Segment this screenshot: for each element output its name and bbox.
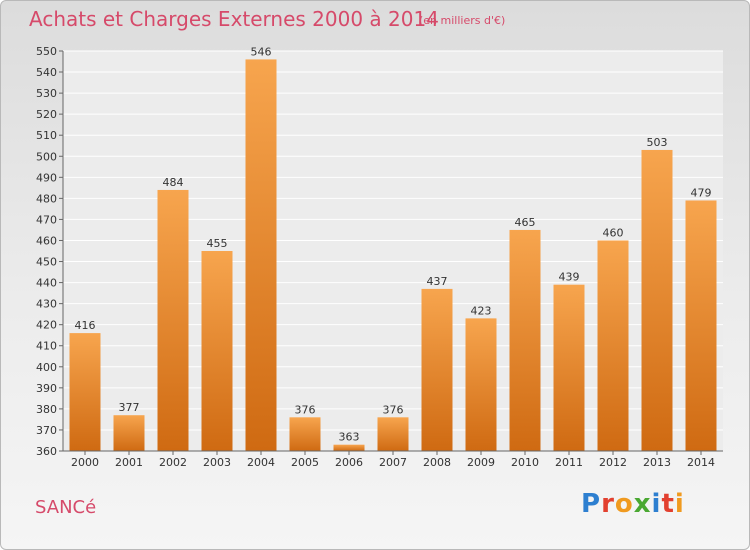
x-tick-label: 2014 (687, 456, 715, 469)
y-tick-label: 450 (36, 256, 57, 269)
data-label: 503 (647, 136, 668, 149)
x-tick-label: 2001 (115, 456, 143, 469)
bar (421, 288, 453, 451)
bar (333, 444, 365, 451)
x-tick-label: 2007 (379, 456, 407, 469)
bar (465, 318, 497, 451)
brand-letter: t (661, 489, 675, 519)
bar (509, 229, 541, 451)
y-tick-label: 480 (36, 192, 57, 205)
bar (69, 333, 101, 451)
y-tick-label: 400 (36, 361, 57, 374)
data-label: 460 (603, 226, 624, 239)
brand-logo: Proxiti (581, 489, 685, 519)
bar (201, 251, 233, 451)
x-tick-label: 2012 (599, 456, 627, 469)
data-label: 439 (559, 271, 580, 284)
y-tick-label: 390 (36, 382, 57, 395)
bar (245, 59, 277, 451)
data-label: 484 (163, 176, 184, 189)
bar (113, 415, 145, 451)
brand-letter: o (614, 489, 634, 519)
x-tick-label: 2006 (335, 456, 363, 469)
unit-label: (en milliers d'€) (419, 14, 506, 27)
data-label: 363 (339, 431, 360, 444)
y-tick-label: 420 (36, 319, 57, 332)
x-tick-label: 2005 (291, 456, 319, 469)
bar (157, 189, 189, 451)
x-tick-label: 2000 (71, 456, 99, 469)
y-tick-label: 510 (36, 129, 57, 142)
data-label: 376 (383, 403, 404, 416)
bar (289, 417, 321, 451)
x-tick-label: 2002 (159, 456, 187, 469)
bar (553, 284, 585, 451)
x-tick-label: 2004 (247, 456, 275, 469)
y-tick-label: 470 (36, 213, 57, 226)
data-label: 416 (75, 319, 96, 332)
brand-letter: P (581, 489, 602, 519)
y-tick-label: 550 (36, 45, 57, 58)
data-label: 465 (515, 216, 536, 229)
brand-letter: r (601, 489, 615, 519)
brand-letter: i (674, 489, 685, 519)
y-tick-label: 370 (36, 424, 57, 437)
place-name: SANCé (35, 497, 97, 518)
bar (377, 417, 409, 451)
data-label: 423 (471, 304, 492, 317)
bar (597, 240, 629, 451)
y-tick-label: 380 (36, 403, 57, 416)
data-label: 377 (119, 401, 140, 414)
data-label: 455 (207, 237, 228, 250)
y-tick-label: 460 (36, 234, 57, 247)
brand-letter: i (651, 489, 662, 519)
y-tick-label: 410 (36, 340, 57, 353)
data-label: 437 (427, 275, 448, 288)
data-label: 479 (691, 186, 712, 199)
chart-title: Achats et Charges Externes 2000 à 2014 (29, 7, 439, 31)
y-tick-label: 360 (36, 445, 57, 458)
y-tick-label: 520 (36, 108, 57, 121)
x-tick-label: 2011 (555, 456, 583, 469)
x-tick-label: 2003 (203, 456, 231, 469)
data-label: 546 (251, 45, 272, 58)
x-tick-label: 2010 (511, 456, 539, 469)
brand-letter: x (633, 489, 652, 519)
x-tick-label: 2009 (467, 456, 495, 469)
y-tick-label: 540 (36, 66, 57, 79)
y-tick-label: 500 (36, 150, 57, 163)
x-tick-label: 2013 (643, 456, 671, 469)
y-tick-label: 530 (36, 87, 57, 100)
y-tick-label: 440 (36, 277, 57, 290)
data-label: 376 (295, 403, 316, 416)
y-tick-label: 430 (36, 298, 57, 311)
bar (641, 149, 673, 451)
bar (685, 200, 717, 451)
y-tick-label: 490 (36, 171, 57, 184)
x-tick-label: 2008 (423, 456, 451, 469)
